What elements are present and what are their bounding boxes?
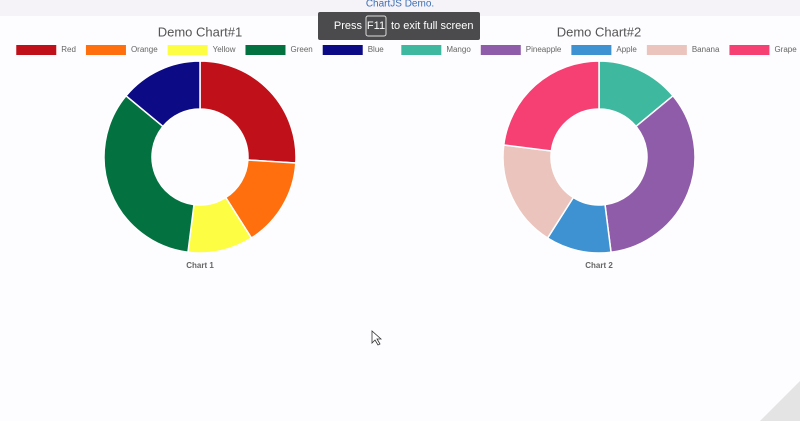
notice-text: Press <box>334 20 363 32</box>
legend-swatch <box>401 45 442 55</box>
notice-text: to exit full screen <box>391 20 474 32</box>
legend-swatch <box>167 45 208 55</box>
legend-label: Yellow <box>213 45 236 54</box>
cursor <box>371 330 383 346</box>
chart-label: Chart 1 <box>186 261 214 270</box>
doughnut-segment <box>124 60 201 128</box>
key-box <box>365 15 387 37</box>
legend-swatch <box>322 45 363 55</box>
legend-swatch <box>16 45 57 55</box>
legend-label: Apple <box>616 45 637 54</box>
page-header: ChartJS Demo. <box>366 0 434 10</box>
legend-swatch <box>85 45 126 55</box>
legend-swatch <box>245 45 286 55</box>
legend-label: Orange <box>131 45 158 54</box>
legend-label: Green <box>290 45 312 54</box>
top-bar <box>0 0 800 16</box>
doughnut-segment <box>502 60 600 152</box>
chart-title: Demo Chart#1 <box>158 24 243 39</box>
legend-label: Mango <box>446 45 471 54</box>
legend-label: Grape <box>774 45 797 54</box>
legend-label: Blue <box>368 45 385 54</box>
legend-swatch <box>729 45 770 55</box>
doughnut-segment <box>604 94 696 254</box>
chart-label: Chart 2 <box>585 261 613 270</box>
legend-label: Red <box>61 45 76 54</box>
notice-key: F11 <box>367 20 385 32</box>
doughnut-segment <box>199 60 297 164</box>
chart-title: Demo Chart#2 <box>557 24 642 39</box>
legend-swatch <box>646 45 687 55</box>
legend-swatch <box>571 45 612 55</box>
legend-swatch <box>480 45 521 55</box>
doughnut-segment <box>103 94 195 254</box>
legend-label: Pineapple <box>526 45 562 54</box>
page-curl <box>760 381 800 421</box>
fullscreen-notice <box>318 12 480 40</box>
legend-label: Banana <box>692 45 720 54</box>
